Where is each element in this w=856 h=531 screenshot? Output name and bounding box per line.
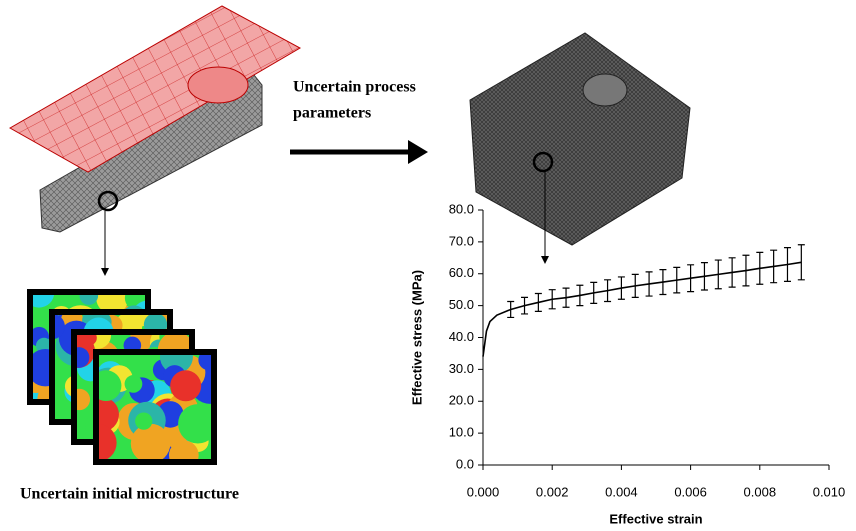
process-arrow-head — [408, 140, 428, 164]
process-label: parameters — [293, 105, 371, 122]
y-tick-label: 60.0 — [449, 265, 474, 280]
series-line — [483, 262, 801, 356]
grain — [170, 370, 201, 401]
x-tick-label: 0.000 — [467, 484, 500, 499]
grain — [125, 375, 143, 393]
y-tick-label: 30.0 — [449, 361, 474, 376]
y-tick-label: 0.0 — [456, 456, 474, 471]
y-tick-label: 10.0 — [449, 425, 474, 440]
y-axis-title: Effective stress (MPa) — [409, 270, 424, 405]
micro-square — [79, 341, 230, 471]
x-tick-label: 0.002 — [536, 484, 569, 499]
grain — [135, 412, 152, 429]
x-tick-label: 0.006 — [674, 484, 707, 499]
right-workpiece — [470, 33, 690, 260]
grain — [169, 440, 199, 470]
process-label: Uncertain process — [293, 79, 416, 96]
x-tick-label: 0.004 — [605, 484, 638, 499]
microstructures — [19, 277, 231, 470]
y-tick-label: 40.0 — [449, 329, 474, 344]
x-axis-title: Effective strain — [609, 511, 702, 526]
y-tick-label: 80.0 — [449, 201, 474, 216]
y-tick-label: 70.0 — [449, 233, 474, 248]
x-tick-label: 0.008 — [744, 484, 777, 499]
grain — [131, 424, 171, 464]
left-workpiece — [10, 6, 300, 272]
chart: 0.0 10.0 20.0 30.0 40.0 50.0 60.0 70.0 80.0 0.000… — [409, 201, 845, 526]
x-tick-label: 0.010 — [813, 484, 846, 499]
micro-label: Uncertain initial microstructure — [20, 486, 239, 503]
y-tick-label: 20.0 — [449, 393, 474, 408]
figure: Uncertain process parameters Uncertain i… — [0, 0, 856, 531]
y-tick-label: 50.0 — [449, 297, 474, 312]
